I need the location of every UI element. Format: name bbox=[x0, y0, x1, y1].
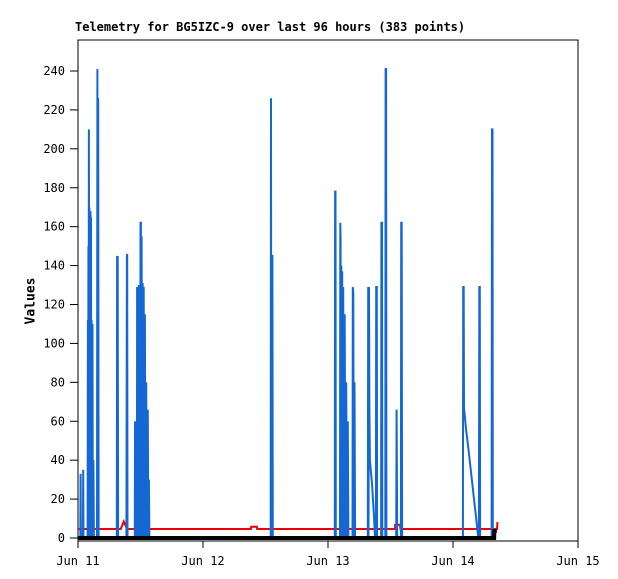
y-tick-label: 180 bbox=[43, 181, 65, 195]
x-tick-label: Jun 14 bbox=[431, 554, 474, 568]
series-baseline-black-line bbox=[78, 529, 497, 540]
x-tick-label: Jun 11 bbox=[56, 554, 99, 568]
x-tick-label: Jun 12 bbox=[181, 554, 224, 568]
y-tick-label: 0 bbox=[58, 531, 65, 545]
y-tick-label: 120 bbox=[43, 298, 65, 312]
plot-frame bbox=[77, 39, 579, 542]
y-tick-label: 140 bbox=[43, 259, 65, 273]
x-tick-label: Jun 15 bbox=[556, 554, 599, 568]
y-tick-label: 40 bbox=[51, 453, 65, 467]
y-tick-label: 160 bbox=[43, 220, 65, 234]
y-tick-label: 20 bbox=[51, 492, 65, 506]
y-tick-label: 220 bbox=[43, 103, 65, 117]
y-tick-label: 100 bbox=[43, 336, 65, 350]
y-tick-label: 60 bbox=[51, 414, 65, 428]
y-tick-label: 80 bbox=[51, 375, 65, 389]
y-tick-label: 240 bbox=[43, 64, 65, 78]
chart-title: Telemetry for BG5IZC-9 over last 96 hour… bbox=[75, 20, 466, 34]
x-tick-label: Jun 13 bbox=[306, 554, 349, 568]
y-tick-label: 200 bbox=[43, 142, 65, 156]
series-telemetry-values-blue bbox=[78, 68, 497, 539]
